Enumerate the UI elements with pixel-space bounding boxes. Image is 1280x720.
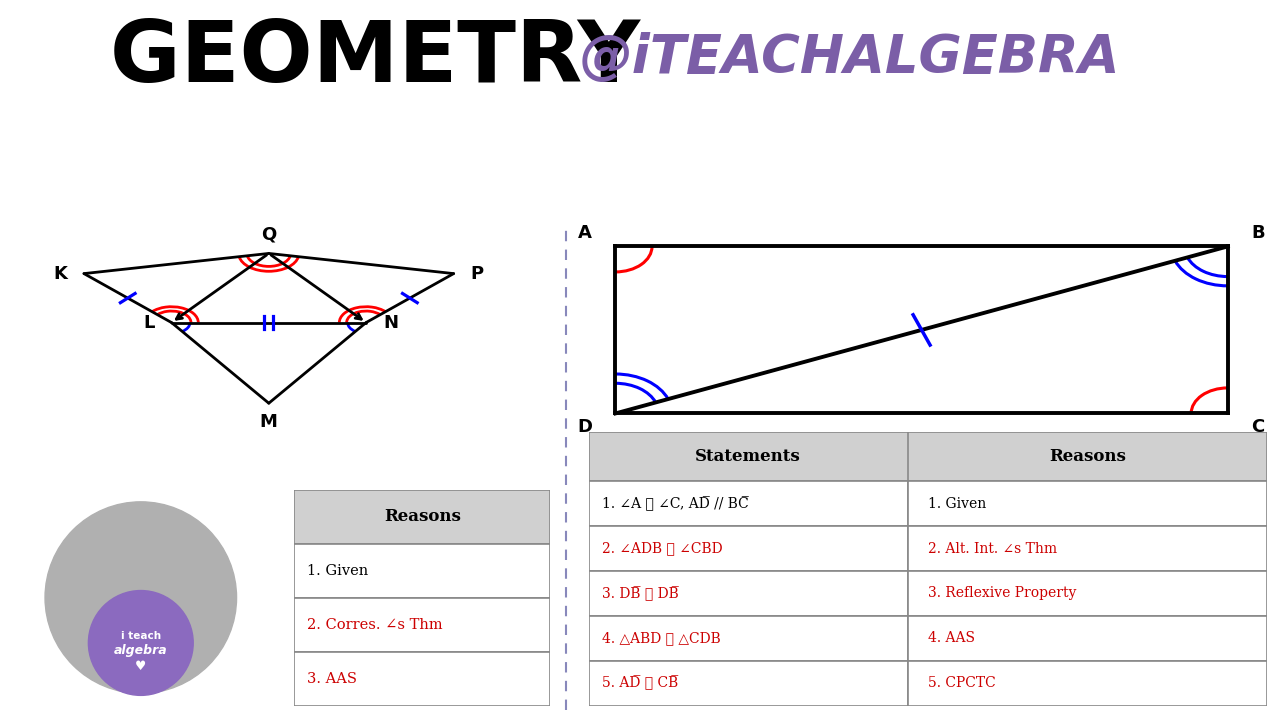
Text: 4. △ABD ≅ △CDB: 4. △ABD ≅ △CDB xyxy=(603,631,721,645)
Text: C: C xyxy=(1251,418,1265,436)
Text: 1. Given: 1. Given xyxy=(928,497,987,510)
Text: P: P xyxy=(471,265,484,283)
FancyBboxPatch shape xyxy=(908,571,1267,616)
FancyBboxPatch shape xyxy=(589,661,908,706)
Text: 1. ∠A ≅ ∠C, AD̅ // BC̅: 1. ∠A ≅ ∠C, AD̅ // BC̅ xyxy=(603,496,749,511)
Text: 2. Alt. Int. ∠s Thm: 2. Alt. Int. ∠s Thm xyxy=(928,541,1057,556)
FancyBboxPatch shape xyxy=(589,526,908,571)
Text: 3. DB̅ ≅ DB̅: 3. DB̅ ≅ DB̅ xyxy=(603,586,680,600)
Text: 2. ∠ADB ≅ ∠CBD: 2. ∠ADB ≅ ∠CBD xyxy=(603,541,723,556)
Text: N: N xyxy=(383,314,398,331)
FancyBboxPatch shape xyxy=(908,526,1267,571)
FancyBboxPatch shape xyxy=(589,432,1267,481)
Text: 1. Given: 1. Given xyxy=(307,564,369,577)
Text: ♥: ♥ xyxy=(136,660,146,672)
Text: 5. AD̅ ≅ CB̅: 5. AD̅ ≅ CB̅ xyxy=(603,676,678,690)
Text: 4. AAS: 4. AAS xyxy=(928,631,975,645)
Text: A: A xyxy=(579,224,593,242)
FancyBboxPatch shape xyxy=(294,490,550,544)
Text: B: B xyxy=(1251,224,1265,242)
FancyBboxPatch shape xyxy=(589,481,908,526)
FancyBboxPatch shape xyxy=(908,481,1267,526)
Text: 3. Reflexive Property: 3. Reflexive Property xyxy=(928,586,1076,600)
Text: M: M xyxy=(260,413,278,431)
Text: Reasons: Reasons xyxy=(384,508,461,525)
Text: algebra: algebra xyxy=(114,644,168,657)
Circle shape xyxy=(45,502,237,693)
FancyBboxPatch shape xyxy=(294,598,550,652)
FancyBboxPatch shape xyxy=(908,661,1267,706)
Text: 3. AAS: 3. AAS xyxy=(307,672,357,685)
Text: @iTEACHALGEBRA: @iTEACHALGEBRA xyxy=(580,32,1120,84)
FancyBboxPatch shape xyxy=(294,544,550,598)
Text: i teach: i teach xyxy=(120,631,161,641)
Text: K: K xyxy=(52,265,67,283)
Text: PROVING ASA AND AAS: PROVING ASA AND AAS xyxy=(74,124,1206,207)
Text: Statements: Statements xyxy=(695,448,801,465)
Text: GEOMETRY: GEOMETRY xyxy=(110,17,669,99)
Text: D: D xyxy=(577,418,593,436)
Text: 5. CPCTC: 5. CPCTC xyxy=(928,676,996,690)
FancyBboxPatch shape xyxy=(294,652,550,706)
FancyBboxPatch shape xyxy=(908,616,1267,661)
Text: Reasons: Reasons xyxy=(1050,448,1126,465)
FancyBboxPatch shape xyxy=(589,616,908,661)
Text: Q: Q xyxy=(261,225,276,243)
Text: L: L xyxy=(143,314,155,331)
Text: 2. Corres. ∠s Thm: 2. Corres. ∠s Thm xyxy=(307,618,443,631)
Circle shape xyxy=(88,590,193,696)
FancyBboxPatch shape xyxy=(589,571,908,616)
